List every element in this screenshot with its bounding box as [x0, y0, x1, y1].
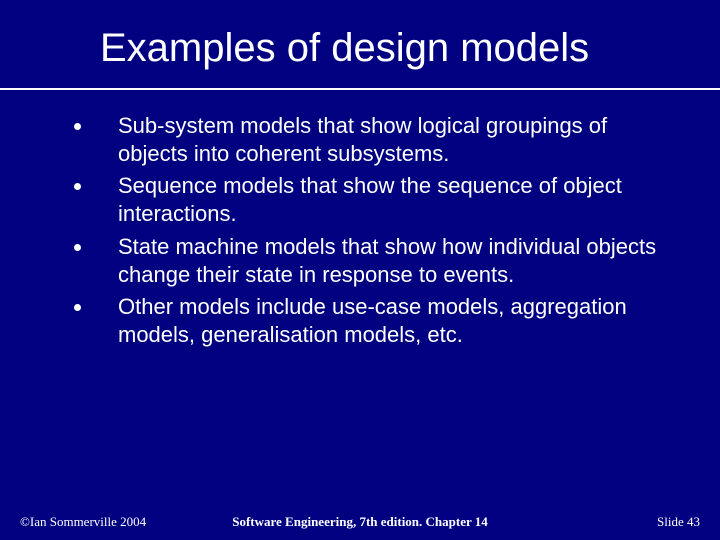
bullet-item: Sequence models that show the sequence o…: [60, 172, 660, 228]
bullet-item: Sub-system models that show logical grou…: [60, 112, 660, 168]
bullet-item: Other models include use-case models, ag…: [60, 293, 660, 349]
bullet-list: Sub-system models that show logical grou…: [60, 112, 660, 349]
slide-title: Examples of design models: [100, 26, 680, 70]
footer-slide-number: Slide 43: [657, 514, 700, 530]
footer: ©Ian Sommerville 2004 Software Engineeri…: [0, 510, 720, 530]
title-area: Examples of design models: [0, 0, 720, 70]
slide: Examples of design models Sub-system mod…: [0, 0, 720, 540]
footer-slide-num: 43: [687, 514, 700, 529]
body-area: Sub-system models that show logical grou…: [0, 90, 720, 349]
bullet-item: State machine models that show how indiv…: [60, 233, 660, 289]
footer-book-title: Software Engineering, 7th edition. Chapt…: [0, 514, 720, 530]
footer-slide-prefix: Slide: [657, 514, 687, 529]
